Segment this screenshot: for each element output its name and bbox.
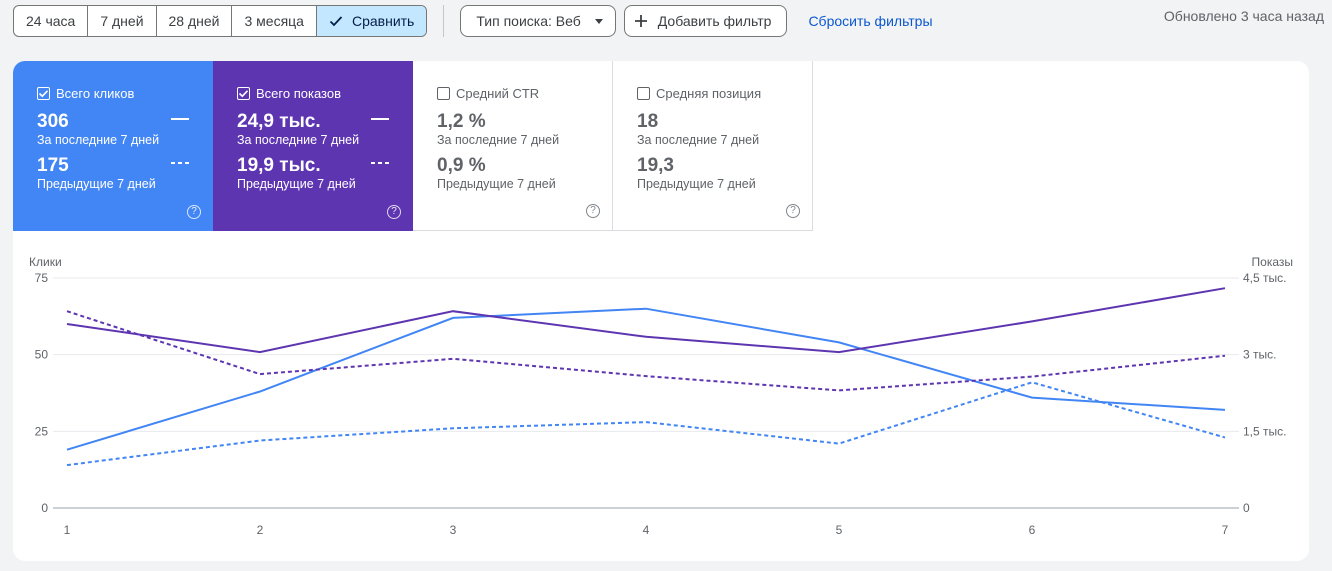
compare-label: Сравнить <box>351 13 415 29</box>
metric-current-value: 1,2 % <box>437 111 486 132</box>
add-filter-label: Добавить фильтр <box>657 13 772 29</box>
period-28d-button[interactable]: 28 дней <box>157 6 233 36</box>
y-left-tick-label: 0 <box>41 501 48 515</box>
metric-title: Всего показов <box>256 85 341 101</box>
metric-current-label: За последние 7 дней <box>437 133 560 147</box>
metric-current-label: За последние 7 дней <box>637 133 760 147</box>
x-tick-label: 3 <box>450 523 457 537</box>
search-type-label: Тип поиска: Веб <box>476 13 581 29</box>
metric-previous-label: Предыдущие 7 дней <box>637 177 756 191</box>
metric-current-value: 306 <box>37 111 69 132</box>
y-axis-right-label: Показы <box>1252 255 1293 269</box>
help-icon[interactable]: ? <box>786 204 800 218</box>
period-24h-button[interactable]: 24 часа <box>14 6 89 36</box>
metric-previous-value: 0,9 % <box>437 155 486 176</box>
reset-filters-link[interactable]: Сбросить фильтры <box>808 13 933 29</box>
x-tick-label: 6 <box>1029 523 1036 537</box>
period-3m-button[interactable]: 3 месяца <box>232 6 317 36</box>
y-right-tick-label: 3 тыс. <box>1243 348 1276 362</box>
dashed-line-legend-icon <box>371 162 389 164</box>
toolbar-divider <box>443 5 445 37</box>
metric-current-value: 24,9 тыс. <box>237 111 321 132</box>
compare-button[interactable]: Сравнить <box>316 6 427 36</box>
metric-title: Средний CTR <box>456 85 540 101</box>
metric-current-label: За последние 7 дней <box>237 133 360 147</box>
metric-title: Средняя позиция <box>656 85 762 101</box>
clicks-current-line[interactable] <box>66 307 1226 451</box>
y-right-tick-label: 4,5 тыс. <box>1243 271 1286 285</box>
add-filter-button[interactable]: Добавить фильтр <box>623 5 788 37</box>
clicks-previous-line[interactable] <box>66 381 1226 467</box>
period-selector: 24 часа 7 дней 28 дней 3 месяца Сравнить <box>13 5 428 37</box>
check-icon <box>329 16 343 27</box>
help-icon[interactable]: ? <box>387 205 401 219</box>
metric-total-clicks[interactable]: Всего кликов 306 За последние 7 дней 175… <box>13 61 213 231</box>
x-tick-label: 1 <box>64 523 71 537</box>
checkbox-unchecked-icon[interactable] <box>437 86 450 100</box>
metric-previous-label: Предыдущие 7 дней <box>237 177 356 191</box>
metric-previous-value: 19,9 тыс. <box>237 155 321 176</box>
metric-current-value: 18 <box>637 111 659 132</box>
solid-line-legend-icon <box>171 118 189 120</box>
x-tick-label: 2 <box>257 523 264 537</box>
y-axis-left-label: Клики <box>29 255 62 269</box>
metric-average-position[interactable]: Средняя позиция 18 За последние 7 дней 1… <box>613 61 813 231</box>
checkbox-checked-icon[interactable] <box>37 86 50 100</box>
y-left-tick-label: 25 <box>35 424 49 438</box>
y-right-tick-label: 0 <box>1243 501 1250 515</box>
performance-card: Всего кликов 306 За последние 7 дней 175… <box>13 61 1309 561</box>
line-chart-svg: Клики Показы 0 025 1,5 тыс.50 3 тыс.75 4,5 т… <box>29 255 1293 537</box>
help-icon[interactable]: ? <box>187 205 201 219</box>
dropdown-arrow-icon <box>594 18 603 24</box>
impressions-previous-line[interactable] <box>66 310 1226 392</box>
impressions-current-line[interactable] <box>66 287 1226 354</box>
metric-previous-value: 19,3 <box>637 155 674 176</box>
solid-line-legend-icon <box>371 118 389 120</box>
metric-previous-label: Предыдущие 7 дней <box>437 177 556 191</box>
y-left-tick-label: 50 <box>35 348 49 362</box>
x-tick-label: 4 <box>643 523 650 537</box>
metric-previous-value: 175 <box>37 155 69 176</box>
metric-total-impressions[interactable]: Всего показов 24,9 тыс. За последние 7 д… <box>213 61 413 231</box>
checkbox-checked-icon[interactable] <box>237 86 250 100</box>
y-right-tick-label: 1,5 тыс. <box>1243 424 1286 438</box>
metric-current-label: За последние 7 дней <box>37 133 160 147</box>
y-left-tick-label: 75 <box>35 271 49 285</box>
period-7d-button[interactable]: 7 дней <box>88 6 157 36</box>
dashed-line-legend-icon <box>171 162 189 164</box>
metric-previous-label: Предыдущие 7 дней <box>37 177 156 191</box>
last-updated-text: Обновлено 3 часа назад <box>1163 8 1324 24</box>
metric-title: Всего кликов <box>56 85 135 101</box>
metric-average-ctr[interactable]: Средний CTR 1,2 % За последние 7 дней 0,… <box>413 61 613 231</box>
plus-icon <box>634 15 647 27</box>
search-type-dropdown[interactable]: Тип поиска: Веб <box>460 5 616 37</box>
x-tick-label: 5 <box>836 523 843 537</box>
help-icon[interactable]: ? <box>586 204 600 218</box>
x-tick-label: 7 <box>1222 523 1229 537</box>
performance-chart: Клики Показы 0 0 25 1,5 тыс. 50 3 тыс. 75 4,5 т… <box>13 231 1309 561</box>
checkbox-unchecked-icon[interactable] <box>637 86 650 100</box>
toolbar: 24 часа 7 дней 28 дней 3 месяца Сравнить… <box>13 5 1332 37</box>
